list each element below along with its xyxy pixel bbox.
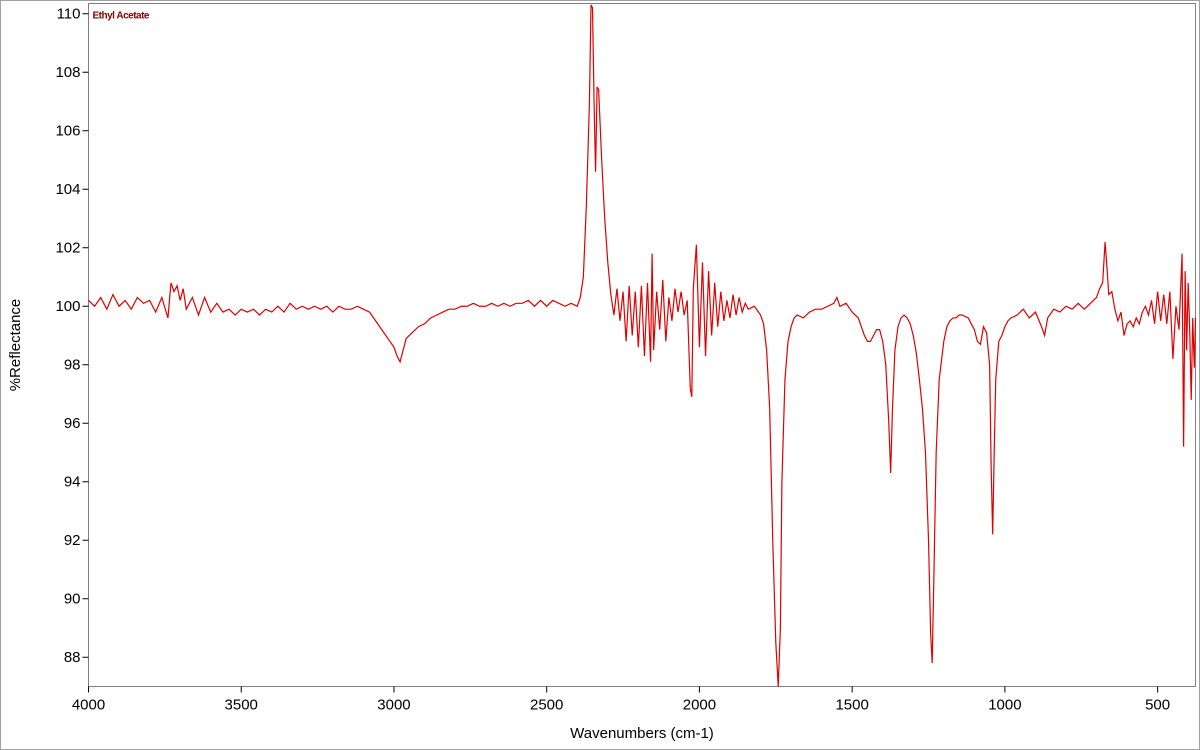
y-tick-label: 98 [64,357,81,374]
y-tick-label: 110 [57,6,81,23]
x-tick-label: 1500 [835,697,868,714]
y-tick-label: 92 [64,532,81,549]
x-axis-title: Wavenumbers (cm-1) [570,725,714,742]
spectrum-line [88,4,1197,687]
legend-label: Ethyl Acetate [93,11,150,22]
y-tick-label: 106 [55,123,80,140]
y-tick-label: 94 [64,474,81,491]
x-tick-label: 1000 [988,697,1021,714]
x-tick-label: 4000 [72,697,105,714]
x-tick-label: 2000 [683,697,716,714]
y-tick-label: 104 [55,181,80,198]
x-tick-label: 500 [1145,697,1170,714]
y-tick-label: 100 [55,298,80,315]
plot-frame [88,3,1196,687]
y-axis-title: %Reflectance [7,299,24,392]
y-tick-label: 90 [64,591,81,608]
x-tick-label: 3500 [225,697,258,714]
x-tick-label: 2500 [530,697,563,714]
y-tick-label: 96 [64,415,81,432]
y-tick-label: 108 [55,64,80,81]
y-tick-label: 88 [64,649,81,666]
x-tick-label: 3000 [377,697,410,714]
y-tick-label: 102 [55,240,80,257]
